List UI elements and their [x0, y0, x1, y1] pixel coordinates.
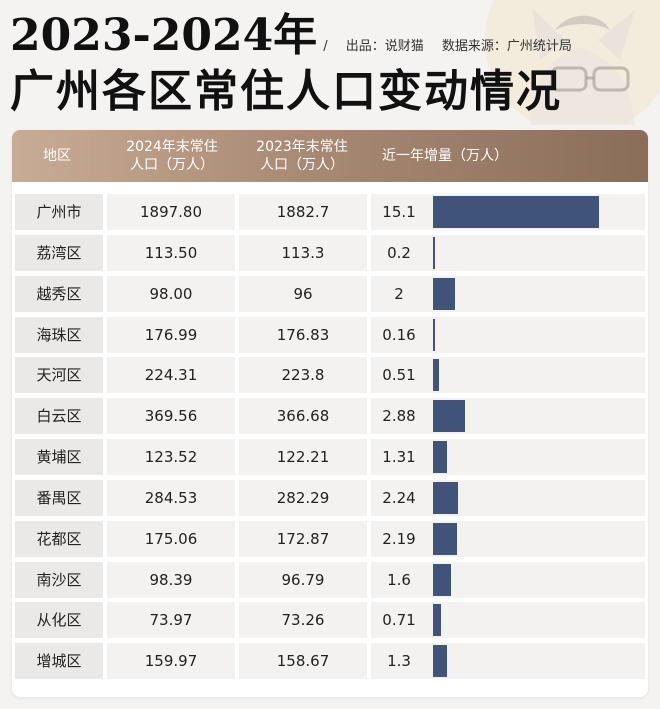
pop-2023-cell: 176.83 — [239, 316, 367, 353]
increase-cell: 2.24 — [371, 479, 427, 516]
table-row: 增城区 159.97 158.67 1.3 — [12, 643, 648, 680]
pop-2024-cell: 159.97 — [107, 643, 235, 680]
page-title-year: 2023-2024年 / 出品：说财猫 数据来源：广州统计局 — [10, 8, 586, 64]
table-row: 黄埔区 123.52 122.21 1.31 — [12, 439, 648, 476]
pop-2024-cell: 369.56 — [107, 398, 235, 435]
header-pop-2023: 2023年末常住 人口（万人） — [256, 139, 348, 173]
pop-2023-cell: 113.3 — [239, 234, 367, 271]
region-cell: 广州市 — [15, 194, 103, 230]
pop-2024-cell: 113.50 — [107, 234, 235, 271]
increase-cell: 2.19 — [371, 520, 427, 557]
region-cell: 海珠区 — [15, 316, 103, 353]
table-row: 花都区 175.06 172.87 2.19 — [12, 520, 648, 557]
increase-bar-cell — [427, 316, 645, 353]
increase-cell: 15.1 — [371, 194, 427, 230]
table-body: 广州市 1897.80 1882.7 15.1 荔湾区 113.50 113.3 0.2 越秀区… — [12, 194, 648, 684]
pop-2023-cell: 122.21 — [239, 439, 367, 476]
region-cell: 白云区 — [15, 398, 103, 435]
page-title: 广州各区常住人口变动情况 — [10, 66, 562, 117]
increase-cell: 1.31 — [371, 439, 427, 476]
pop-2023-cell: 366.68 — [239, 398, 367, 435]
increase-bar — [433, 441, 448, 474]
pop-2024-cell: 224.31 — [107, 357, 235, 394]
increase-bar-cell — [427, 602, 645, 639]
table-row: 南沙区 98.39 96.79 1.6 — [12, 561, 648, 598]
increase-bar-cell — [427, 643, 645, 680]
pop-2023-cell: 96 — [239, 275, 367, 312]
title-divider: / — [323, 39, 328, 54]
increase-bar-cell — [427, 194, 645, 230]
increase-bar — [433, 645, 448, 678]
pop-2024-cell: 175.06 — [107, 520, 235, 557]
header-pop-2024: 2024年末常住 人口（万人） — [126, 139, 218, 173]
table-row: 番禺区 284.53 282.29 2.24 — [12, 479, 648, 516]
pop-2024-cell: 123.52 — [107, 439, 235, 476]
table-row: 海珠区 176.99 176.83 0.16 — [12, 316, 648, 353]
pop-2024-cell: 176.99 — [107, 316, 235, 353]
increase-bar-cell — [427, 439, 645, 476]
table-header: 地区 2024年末常住 人口（万人） 2023年末常住 人口（万人） 近一年增量（万… — [12, 130, 648, 182]
population-table: 地区 2024年末常住 人口（万人） 2023年末常住 人口（万人） 近一年增量（万… — [12, 130, 648, 697]
pop-2024-cell: 73.97 — [107, 602, 235, 639]
header-region: 地区 — [43, 148, 71, 164]
region-cell: 越秀区 — [15, 275, 103, 312]
increase-bar — [433, 359, 439, 392]
table-row: 从化区 73.97 73.26 0.71 — [12, 602, 648, 639]
increase-bar-cell — [427, 275, 645, 312]
increase-cell: 0.2 — [371, 234, 427, 271]
increase-bar-cell — [427, 520, 645, 557]
pop-2023-cell: 223.8 — [239, 357, 367, 394]
pop-2024-cell: 98.00 — [107, 275, 235, 312]
region-cell: 从化区 — [15, 602, 103, 639]
pop-2023-cell: 1882.7 — [239, 194, 367, 230]
title-year-range: 2023-2024年 — [10, 10, 318, 61]
region-cell: 天河区 — [15, 357, 103, 394]
producer-credit: 出品：说财猫 — [345, 39, 424, 54]
title-meta: / 出品：说财猫 数据来源：广州统计局 — [323, 35, 586, 54]
pop-2023-cell: 158.67 — [239, 643, 367, 680]
increase-bar-cell — [427, 561, 645, 598]
pop-2024-cell: 1897.80 — [107, 194, 235, 230]
region-cell: 花都区 — [15, 520, 103, 557]
increase-bar — [433, 400, 465, 433]
increase-bar-cell — [427, 398, 645, 435]
region-cell: 增城区 — [15, 643, 103, 680]
pop-2023-cell: 282.29 — [239, 479, 367, 516]
table-row: 广州市 1897.80 1882.7 15.1 — [12, 194, 648, 230]
increase-bar — [433, 563, 451, 596]
increase-bar — [433, 196, 599, 228]
table-row: 天河区 224.31 223.8 0.51 — [12, 357, 648, 394]
data-source: 数据来源：广州统计局 — [441, 39, 572, 54]
pop-2024-cell: 98.39 — [107, 561, 235, 598]
increase-bar — [433, 522, 458, 555]
table-row: 荔湾区 113.50 113.3 0.2 — [12, 234, 648, 271]
region-cell: 番禺区 — [15, 479, 103, 516]
cat-mascot-icon — [485, 0, 660, 125]
increase-bar — [433, 318, 435, 351]
pop-2023-cell: 172.87 — [239, 520, 367, 557]
increase-cell: 0.71 — [371, 602, 427, 639]
region-cell: 黄埔区 — [15, 439, 103, 476]
increase-cell: 0.16 — [371, 316, 427, 353]
increase-cell: 0.51 — [371, 357, 427, 394]
increase-cell: 2 — [371, 275, 427, 312]
increase-bar — [433, 277, 455, 310]
table-row: 白云区 369.56 366.68 2.88 — [12, 398, 648, 435]
increase-bar — [433, 481, 458, 514]
pop-2023-cell: 73.26 — [239, 602, 367, 639]
increase-bar-cell — [427, 234, 645, 271]
increase-cell: 1.3 — [371, 643, 427, 680]
pop-2024-cell: 284.53 — [107, 479, 235, 516]
header-increase: 近一年增量（万人） — [382, 148, 508, 164]
increase-bar — [433, 604, 441, 637]
increase-cell: 2.88 — [371, 398, 427, 435]
pop-2023-cell: 96.79 — [239, 561, 367, 598]
increase-bar — [433, 236, 436, 269]
increase-bar-cell — [427, 479, 645, 516]
region-cell: 南沙区 — [15, 561, 103, 598]
increase-cell: 1.6 — [371, 561, 427, 598]
region-cell: 荔湾区 — [15, 234, 103, 271]
increase-bar-cell — [427, 357, 645, 394]
table-row: 越秀区 98.00 96 2 — [12, 275, 648, 312]
